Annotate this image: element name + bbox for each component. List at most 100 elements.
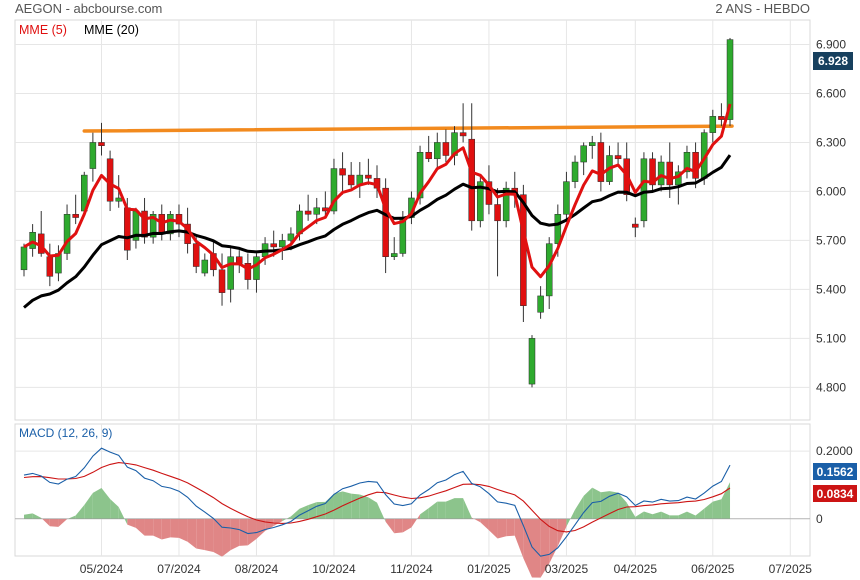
macd-line (23, 447, 731, 557)
candle-body (571, 161, 579, 182)
candle-body (520, 194, 527, 306)
candle-body (657, 161, 665, 186)
resistance-line-segment (82, 124, 734, 133)
price-tick-label: 5.100 (816, 331, 846, 345)
chart-period: 2 ANS - HEBDO (715, 1, 810, 16)
macd-histogram-segment (101, 487, 111, 519)
date-tick-label: 11/2024 (390, 562, 433, 576)
macd-histogram-segment (359, 494, 369, 519)
candle-body (726, 39, 734, 120)
axis-labels: 6.900 6.600 6.300 6.000 5.700 5.400 5.100 4.800… (80, 37, 853, 576)
macd-histogram-segment (170, 518, 179, 538)
macd-histogram-segment (84, 492, 93, 519)
price-tick-label: 6.300 (816, 135, 846, 149)
macd-histogram-segment (187, 518, 197, 549)
candle-body (227, 256, 234, 290)
macd-histogram-segment (308, 502, 317, 519)
macd-histogram-segment (32, 513, 42, 519)
mme5-line (23, 103, 732, 279)
macd-histogram-segment (411, 514, 421, 528)
signal-value-badge (813, 485, 857, 502)
macd-histogram-segment (497, 518, 507, 539)
resistance-line (82, 124, 734, 133)
candle-body (416, 151, 424, 199)
date-tick-label: 03/2025 (545, 562, 589, 576)
last-price-badge (813, 52, 853, 70)
candle-body (149, 214, 157, 238)
macd-histogram-segment (230, 518, 240, 551)
macd-histogram-segment (669, 515, 679, 519)
price-tick-label: 5.400 (816, 282, 846, 296)
macd-histogram-segment (506, 518, 515, 537)
candle-body (683, 151, 691, 173)
signal-value-label: 0.0834 (817, 487, 854, 501)
candle-body (537, 295, 544, 313)
price-tick-label: 6.900 (816, 37, 846, 51)
candle-body (666, 161, 673, 186)
candle-body (640, 158, 648, 222)
macd-histogram-segment (531, 518, 541, 578)
macd-histogram-segment (351, 493, 360, 519)
candle-body (63, 214, 71, 254)
candle-body (141, 210, 148, 238)
macd-series (15, 447, 810, 578)
date-tick-label: 06/2025 (691, 562, 735, 576)
candle-body (365, 174, 372, 179)
macd-histogram-segment (385, 518, 395, 534)
macd-histogram-segment (58, 518, 68, 527)
candles (20, 37, 734, 388)
candle-body (468, 138, 475, 222)
candle-body (287, 233, 295, 241)
price-tick-label: 5.700 (816, 233, 846, 247)
macd-histogram-segment (635, 511, 644, 519)
legend-mme20: MME (20) (84, 23, 139, 37)
macd-histogram-segment (557, 518, 567, 547)
candle-body (597, 142, 605, 182)
macd-histogram-segment (695, 508, 705, 519)
candle-body (459, 132, 467, 137)
macd-value-badge (813, 463, 857, 480)
candle-body (649, 158, 656, 186)
mme20-line (23, 154, 732, 309)
macd-tick-label: 0 (816, 512, 823, 526)
macd-histogram-segment (67, 515, 76, 520)
macd-panel-frame (14, 423, 811, 557)
candle-body (218, 269, 226, 293)
macd-histogram-segment (239, 518, 248, 546)
macd-value-label: 0.1562 (817, 465, 854, 479)
date-tick-label: 01/2025 (467, 562, 511, 576)
macd-histogram-segment (523, 518, 532, 578)
macd-histogram-segment (24, 513, 33, 519)
candle-body (554, 214, 562, 244)
macd-histogram-segment (110, 498, 119, 519)
macd-histogram-segment (49, 518, 59, 527)
macd-histogram-segment (549, 518, 558, 564)
price-tick-label: 4.800 (816, 380, 846, 394)
candle-body (29, 231, 36, 249)
macd-histogram-segment (153, 518, 162, 540)
macd-histogram-segment (583, 487, 593, 519)
candle-body (528, 338, 536, 385)
macd-histogram-segment (144, 518, 154, 536)
macd-histogram-segment (704, 501, 713, 519)
chart-title: AEGON - abcbourse.com (15, 1, 162, 16)
date-tick-label: 08/2024 (235, 562, 279, 576)
date-tick-label: 07/2024 (157, 562, 201, 576)
candle-body (330, 168, 338, 212)
candle-body (124, 207, 131, 251)
macd-histogram-segment (222, 518, 231, 557)
moving-averages (23, 103, 732, 309)
macd-histogram-segment (127, 518, 136, 528)
macd-histogram-segment (368, 497, 378, 519)
candle-body (718, 116, 725, 120)
candle-body (589, 142, 596, 146)
candle-body (270, 243, 277, 248)
candle-body (477, 181, 484, 222)
candle-body (192, 243, 200, 267)
candle-body (442, 142, 450, 156)
price-tick-label: 6.000 (816, 184, 846, 198)
candle-body (347, 174, 355, 186)
macd-histogram-segment (204, 518, 214, 552)
macd-histogram-segment (437, 501, 446, 519)
